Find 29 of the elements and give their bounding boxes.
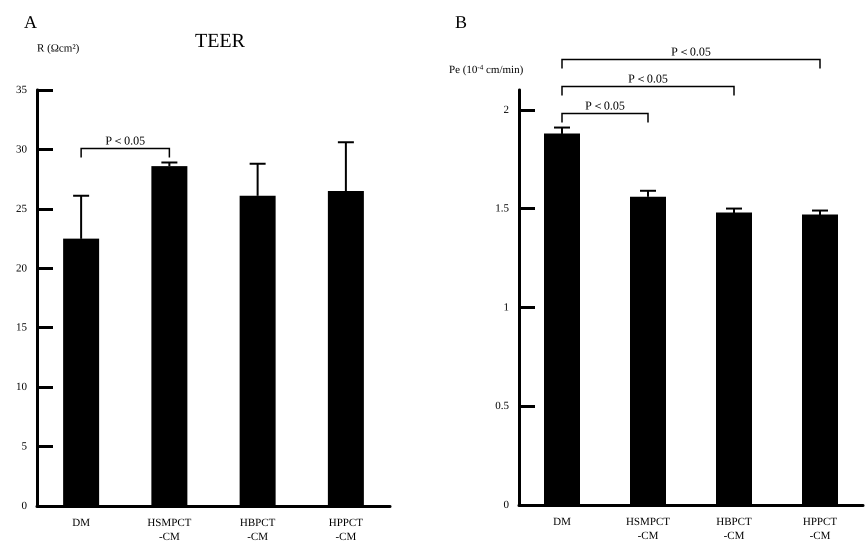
y-tick-label: 25 [16, 202, 28, 215]
y-tick-label: 1.5 [495, 202, 510, 215]
x-tick-label: HBPCT -CM [716, 516, 752, 542]
x-tick-label: HSMPCT -CM [626, 516, 670, 542]
x-tick-label: HPPCT -CM [328, 517, 364, 543]
text: B [455, 12, 468, 32]
y-tick-label: 0 [22, 500, 28, 512]
chart-title: TEER [195, 30, 246, 52]
x-tick-label: HSMPCT -CM [147, 517, 192, 543]
y-tick-label: 2 [504, 104, 509, 116]
annotation: P＜0.05 [105, 134, 146, 148]
annotation: P＜0.05 [585, 98, 625, 113]
y-tick-label: 35 [16, 84, 28, 96]
x-tick-label: HBPCT -CM [240, 517, 276, 543]
x-tick-label: DM [72, 517, 90, 529]
y-tick-label: 1 [504, 301, 509, 314]
x-tick-label: HPPCT -CM [802, 516, 838, 542]
y-tick-label: 10 [16, 381, 28, 394]
y-tick-label: 0.5 [495, 400, 510, 412]
y-tick-label: 30 [16, 143, 28, 156]
y-tick-label: 15 [16, 322, 28, 334]
text: P＜0.05 [628, 72, 668, 86]
y-tick-label: 0 [504, 499, 510, 511]
y-axis-title: R (Ωcm²) [37, 42, 80, 54]
text: A [24, 12, 37, 32]
y-tick-label: 20 [16, 262, 28, 274]
text: P＜0.05 [671, 44, 711, 59]
y-tick-label: 5 [22, 440, 28, 453]
x-tick-label: DM [553, 516, 572, 528]
